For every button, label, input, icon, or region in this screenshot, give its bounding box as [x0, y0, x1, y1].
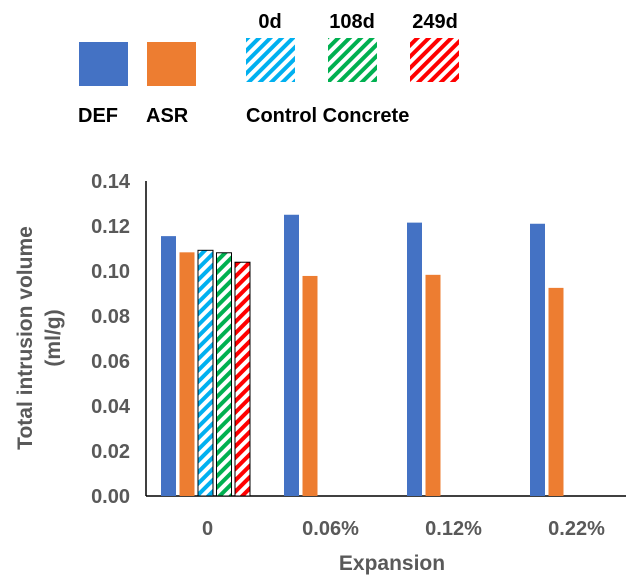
bar-asr-1	[302, 275, 318, 496]
y-tick-label: 0.14	[91, 171, 131, 193]
legend-label-108d: 108d	[329, 11, 375, 33]
x-tick-label: 0.22%	[548, 518, 605, 540]
y-tick-label: 0.12	[91, 216, 130, 238]
bar-def-1	[284, 214, 299, 496]
x-tick-label: 0	[202, 518, 213, 540]
legend-swatch-249d	[410, 38, 459, 82]
bar-0d-0	[197, 249, 214, 497]
bar-108d-0	[216, 252, 232, 497]
bars	[161, 214, 564, 497]
legend-swatch-def	[79, 42, 128, 86]
y-tick-label: 0.08	[91, 306, 130, 328]
y-tick-label: 0.10	[91, 261, 130, 283]
y-axis-title-line1: Total intrusion volume	[14, 226, 37, 450]
bar-249d-0	[234, 261, 251, 497]
bar-asr-2	[425, 274, 441, 496]
legend-swatch-asr	[147, 42, 196, 86]
y-tick-label: 0.06	[91, 351, 130, 373]
x-axis-title: Expansion	[339, 552, 445, 575]
bar-def-0	[161, 236, 176, 496]
x-tick-label: 0.06%	[302, 518, 359, 540]
legend-label-249d: 249d	[412, 11, 458, 33]
bar-asr-0	[179, 252, 195, 496]
legend-label-asr: ASR	[146, 105, 189, 127]
legend-swatch-0d	[246, 38, 295, 82]
y-axis-title-line2: (ml/g)	[42, 309, 65, 366]
y-tick-label: 0.00	[91, 486, 130, 508]
legend-label-0d: 0d	[258, 11, 281, 33]
legend-label-def: DEF	[78, 105, 118, 127]
y-tick-label: 0.02	[91, 441, 130, 463]
legend-group-label: Control Concrete	[246, 105, 409, 127]
y-tick-labels: 0.00 0.02 0.04 0.06 0.08 0.10 0.12 0.14	[91, 171, 131, 508]
legend: DEF ASR Control Concrete 0d 108d 249d	[78, 11, 459, 127]
bar-asr-3	[548, 287, 564, 496]
y-tick-label: 0.04	[91, 396, 131, 418]
bar-def-2	[407, 222, 422, 496]
bar-def-3	[530, 223, 545, 496]
legend-swatch-108d	[328, 38, 377, 82]
x-tick-label: 0.12%	[425, 518, 482, 540]
x-tick-labels: 0 0.06% 0.12% 0.22%	[202, 518, 605, 540]
